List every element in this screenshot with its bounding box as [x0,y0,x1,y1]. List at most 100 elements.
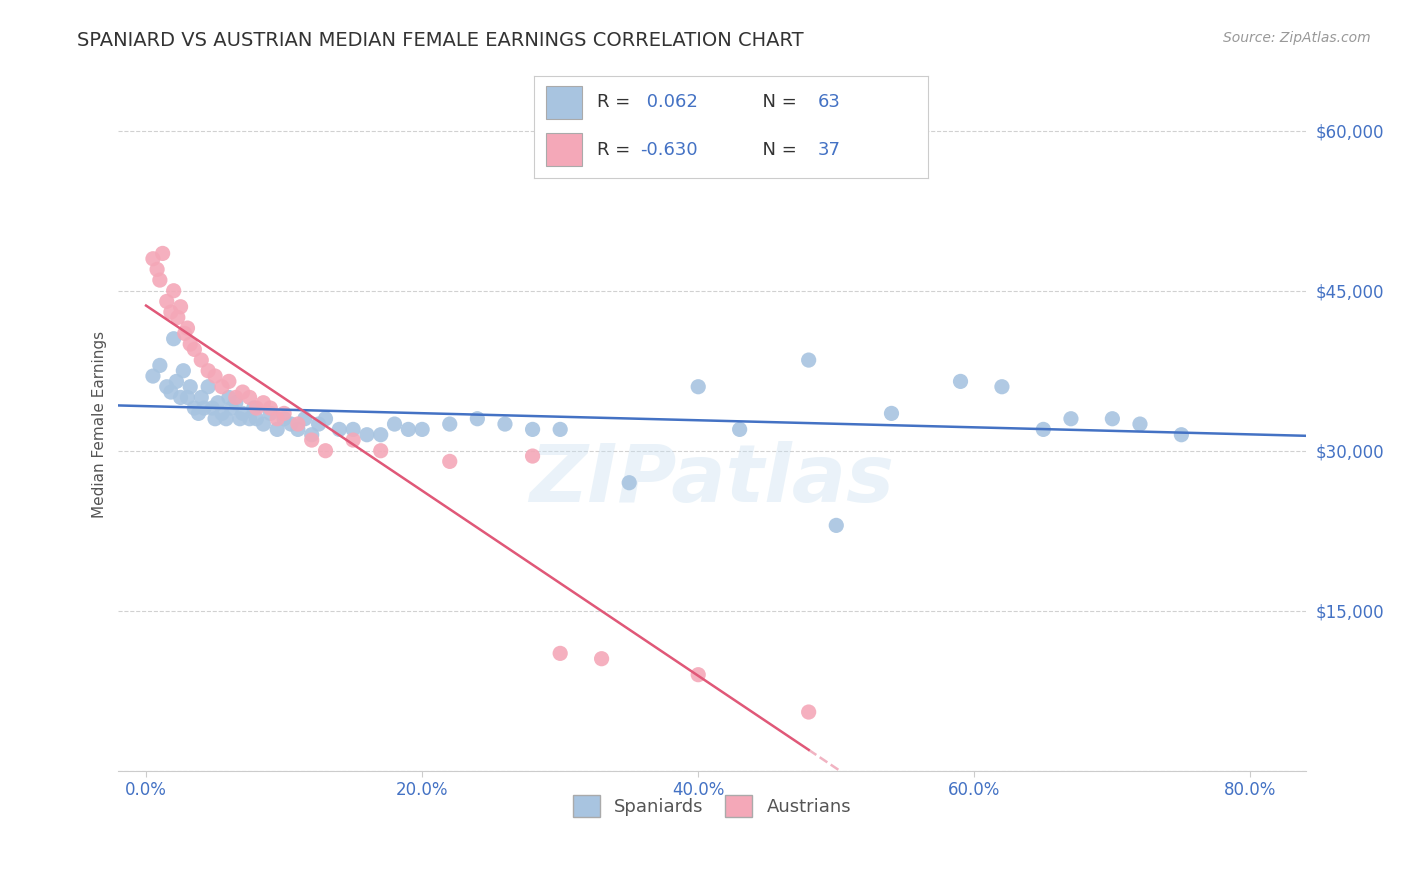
FancyBboxPatch shape [546,133,582,166]
Point [522,449,544,463]
Point [169,391,191,405]
Point [218,391,240,405]
Point [163,284,186,298]
Point [266,411,288,425]
Point [825,518,848,533]
Point [232,406,254,420]
Point [411,422,433,436]
Point [173,326,195,341]
Point [229,411,252,425]
Point [156,294,179,309]
Point [342,433,364,447]
Text: -0.630: -0.630 [641,141,699,159]
Point [273,411,295,425]
Point [370,427,392,442]
Point [315,411,337,425]
Point [211,380,233,394]
Point [204,411,226,425]
Point [342,422,364,436]
Point [142,252,165,266]
Point [1101,411,1123,425]
Point [166,310,188,325]
Text: SPANIARD VS AUSTRIAN MEDIAN FEMALE EARNINGS CORRELATION CHART: SPANIARD VS AUSTRIAN MEDIAN FEMALE EARNI… [77,31,804,50]
Point [522,422,544,436]
Point [215,411,238,425]
Point [221,401,243,415]
Point [183,401,205,415]
Point [797,705,820,719]
Point [239,391,262,405]
Point [149,359,172,373]
Point [193,401,215,415]
Point [252,417,274,431]
Point [949,375,972,389]
Point [1129,417,1152,431]
Point [328,422,350,436]
Text: Source: ZipAtlas.com: Source: ZipAtlas.com [1223,31,1371,45]
Point [160,305,183,319]
Point [688,380,710,394]
Point [315,443,337,458]
Point [991,380,1014,394]
Point [187,406,209,420]
Point [294,411,316,425]
Text: 63: 63 [818,94,841,112]
Point [439,454,461,468]
Point [245,401,267,415]
Point [142,369,165,384]
Point [439,417,461,431]
Point [494,417,516,431]
Point [301,427,323,442]
Point [1032,422,1054,436]
Text: N =: N = [751,141,803,159]
Point [396,422,419,436]
Point [190,353,212,368]
Point [1060,411,1083,425]
Point [287,422,309,436]
Point [211,406,233,420]
Point [370,443,392,458]
Point [197,380,219,394]
Text: 37: 37 [818,141,841,159]
Point [201,401,224,415]
Point [225,391,247,405]
Point [797,353,820,368]
Point [259,406,281,420]
Point [591,651,613,665]
Point [152,246,174,260]
Point [239,411,262,425]
Point [232,385,254,400]
Point [218,375,240,389]
Point [163,332,186,346]
Point [197,364,219,378]
Text: N =: N = [751,94,803,112]
Point [280,417,302,431]
Point [259,401,281,415]
Point [146,262,169,277]
Point [308,417,330,431]
FancyBboxPatch shape [546,87,582,119]
Point [728,422,751,436]
Point [252,395,274,409]
Point [156,380,179,394]
Point [242,401,264,415]
Text: 0.062: 0.062 [641,94,697,112]
Point [688,667,710,681]
Point [183,343,205,357]
Point [356,427,378,442]
Point [301,433,323,447]
Point [548,422,571,436]
Point [169,300,191,314]
Text: R =: R = [598,141,637,159]
Point [165,375,187,389]
Point [179,337,201,351]
Point [204,369,226,384]
Point [179,380,201,394]
Point [190,391,212,405]
Point [176,321,198,335]
Point [880,406,903,420]
Point [172,364,194,378]
Y-axis label: Median Female Earnings: Median Female Earnings [93,331,107,517]
Point [266,422,288,436]
Point [225,395,247,409]
